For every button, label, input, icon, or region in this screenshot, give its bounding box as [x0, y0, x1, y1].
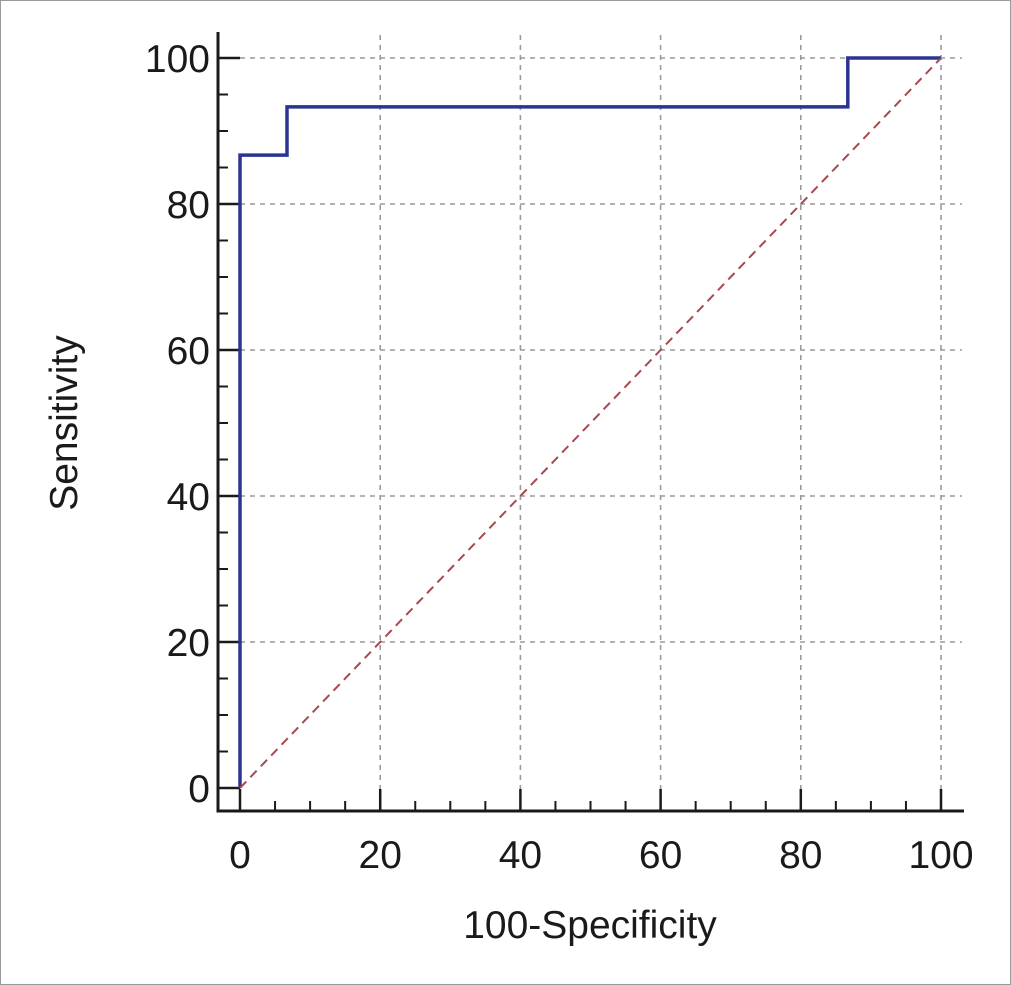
x-axis-label: 100-Specificity [463, 904, 717, 947]
reference-diagonal-line [239, 57, 942, 789]
series-layer [238, 56, 942, 789]
x-tick-label: 40 [499, 834, 542, 877]
grid-lines [230, 32, 962, 800]
y-tick-label: 20 [167, 622, 210, 665]
x-tick-label: 20 [359, 834, 402, 877]
y-tick-label: 40 [167, 476, 210, 519]
tick-labels: 0 20 40 60 80 100 0 20 40 60 80 100 [145, 38, 974, 877]
x-tick-label: 0 [229, 834, 251, 877]
x-tick-label: 60 [639, 834, 682, 877]
y-tick-label: 0 [188, 768, 210, 811]
y-axis-label: Sensitivity [43, 335, 86, 511]
x-tick-label: 80 [779, 834, 822, 877]
x-tick-label: 100 [908, 834, 973, 877]
roc-curve-line [238, 56, 941, 788]
y-tick-label: 80 [167, 184, 210, 227]
y-tick-label: 100 [145, 38, 210, 81]
y-tick-label: 60 [167, 330, 210, 373]
axes [216, 32, 964, 813]
